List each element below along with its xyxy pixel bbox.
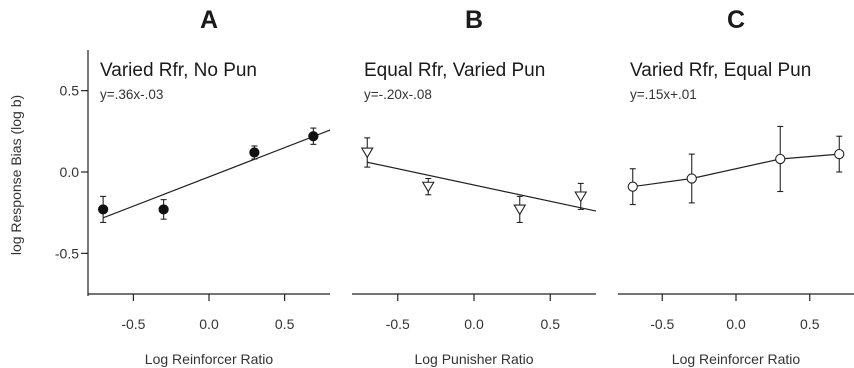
x-tick-label: -0.5 (650, 316, 674, 332)
x-tick-label: 0.5 (275, 316, 295, 332)
data-point (308, 131, 319, 142)
x-tick-label: 0.0 (199, 316, 219, 332)
x-tick-label: 0.0 (726, 316, 746, 332)
data-point (98, 204, 109, 215)
panel-a: A Varied Rfr, No Pun y=.36x-.03 -0.5 0.0 0.5 L… (81, 6, 331, 367)
data-point (513, 204, 527, 216)
y-tick-label: 0.5 (60, 83, 80, 99)
x-axis-title: Log Punisher Ratio (414, 351, 533, 367)
panel-c: C Varied Rfr, Equal Pun y=.15x+.01 -0.5 0.0 0… (618, 6, 854, 367)
data-point (574, 191, 588, 203)
y-axis-title: log Response Bias (log b) (8, 95, 24, 255)
x-tick-label: 0.0 (464, 316, 484, 332)
y-tick-label: -0.5 (55, 245, 79, 261)
data-point (421, 181, 435, 193)
data-point (627, 181, 638, 192)
fit-equation: y=.15x+.01 (630, 87, 697, 102)
series-line (632, 153, 840, 188)
y-axis: 0.5 0.0 -0.5 (55, 83, 79, 262)
data-point (158, 204, 169, 215)
fit-equation: y=-.20x-.08 (364, 87, 432, 102)
panel-b: B Equal Rfr, Varied Pun y=-.20x-.08 -0.5 0.0… (352, 6, 597, 367)
panel-title: Equal Rfr, Varied Pun (364, 60, 545, 81)
x-axis-title: Log Reinforcer Ratio (145, 351, 274, 367)
data-point (249, 147, 260, 158)
data-point (686, 173, 697, 184)
x-tick-label: 0.5 (800, 316, 820, 332)
panel-letter: B (465, 6, 483, 34)
regression-line (367, 161, 597, 212)
data-point (834, 148, 845, 160)
panel-letter: C (727, 6, 745, 34)
x-tick-label: -0.5 (121, 316, 145, 332)
data-point (775, 153, 786, 165)
panel-title: Varied Rfr, Equal Pun (630, 60, 811, 81)
x-tick-label: -0.5 (386, 316, 410, 332)
panel-title: Varied Rfr, No Pun (100, 60, 257, 81)
regression-line (102, 129, 331, 219)
fit-equation: y=.36x-.03 (100, 87, 163, 102)
data-point (360, 147, 374, 159)
y-tick-label: 0.0 (60, 164, 80, 180)
x-tick-label: 0.5 (541, 316, 561, 332)
panel-letter: A (200, 6, 218, 34)
x-axis-title: Log Reinforcer Ratio (672, 351, 801, 367)
